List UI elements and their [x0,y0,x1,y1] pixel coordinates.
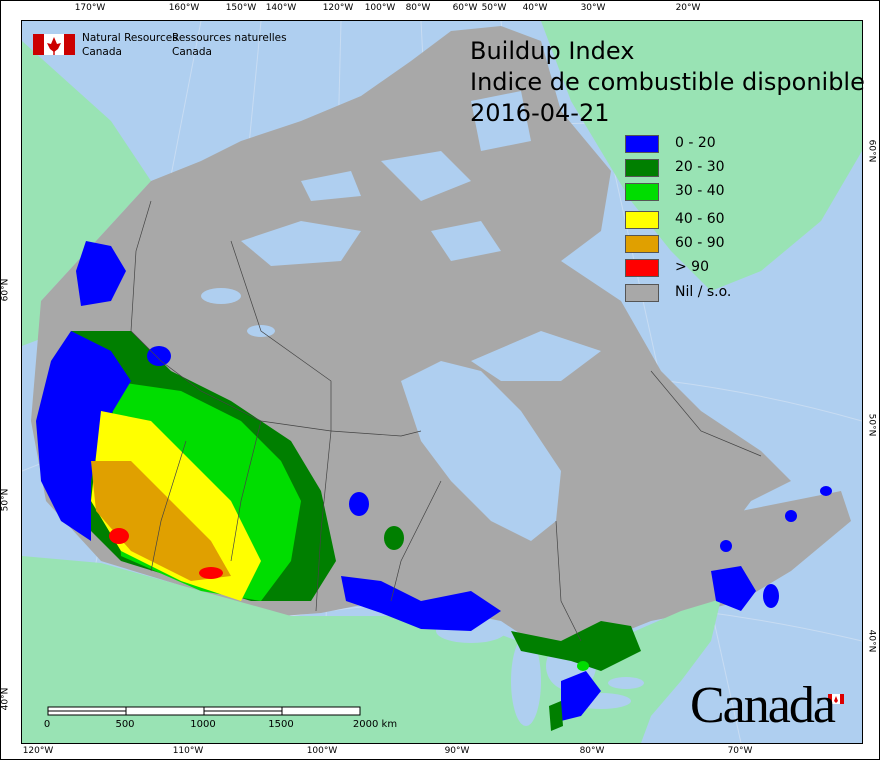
canada-wordmark: Canada [690,677,836,734]
scale-label: 1000 [190,719,216,730]
lon-label-bottom: 90°W [444,746,470,756]
hudson-strait [471,331,601,381]
lat-label-left: 50°N [0,488,11,512]
lat-label-left: 40°N [0,687,11,711]
legend-swatch [625,183,659,201]
legend-label: 60 - 90 [675,235,725,251]
lon-label-top: 50°W [481,3,507,13]
scale-label: 0 [43,719,51,730]
map-date: 2016-04-21 [470,99,610,127]
legend-swatch [625,235,659,253]
nrcan-fr-line1: Ressources naturelles [172,32,287,44]
lat-label-right: 60°N [866,139,877,163]
lon-label-top: 150°W [225,3,257,13]
canada-wordmark-flag [828,694,844,704]
lon-label-top: 40°W [522,3,548,13]
lon-label-bottom: 120°W [22,746,54,756]
nrcan-en-line1: Natural Resources [82,32,178,44]
nrcan-fr-line2: Canada [172,46,212,58]
scale-label: 2000 km [352,719,398,730]
legend-label: 0 - 20 [675,135,716,151]
legend-swatch [625,135,659,153]
usa-land [22,556,721,743]
map-title: Buildup Index [470,37,635,65]
alaska-land [22,41,151,346]
greenland-land [541,21,862,291]
lat-label-right: 40°N [866,629,877,653]
map-title-fr: Indice de combustible disponible [470,68,865,96]
nrcan-flag-logo [33,34,75,55]
hudson-bay [401,361,561,541]
scale-bar [47,706,361,716]
lat-label-left: 60°N [0,278,11,302]
legend-swatch [625,259,659,277]
lon-label-bottom: 100°W [306,746,338,756]
legend-label: > 90 [675,259,709,275]
legend-label: 20 - 30 [675,159,725,175]
lon-label-top: 60°W [452,3,478,13]
lon-label-top: 30°W [580,3,606,13]
scale-label: 500 [115,719,135,730]
lon-label-top: 20°W [675,3,701,13]
legend-swatch [625,284,659,302]
lon-label-bottom: 70°W [727,746,753,756]
lon-label-top: 100°W [364,3,396,13]
lon-label-top: 140°W [265,3,297,13]
legend-label: 30 - 40 [675,183,725,199]
lon-label-top: 120°W [322,3,354,13]
map-svg [22,21,862,743]
legend-swatch [625,211,659,229]
lon-label-top: 80°W [405,3,431,13]
map-canvas[interactable] [21,20,863,744]
legend-label: Nil / s.o. [675,284,732,300]
arctic-water [201,91,531,337]
province-borders [130,200,762,642]
legend-swatch [625,159,659,177]
lon-label-top: 170°W [74,3,106,13]
nrcan-en-line2: Canada [82,46,122,58]
lat-label-right: 50°N [866,413,877,437]
scale-label: 1500 [268,719,294,730]
lon-label-bottom: 110°W [172,746,204,756]
lon-label-top: 160°W [168,3,200,13]
legend-label: 40 - 60 [675,211,725,227]
lon-label-bottom: 80°W [579,746,605,756]
